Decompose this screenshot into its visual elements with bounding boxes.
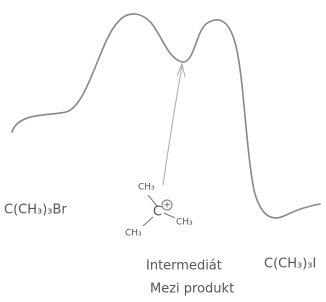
methyl-left: CH₃ — [125, 229, 142, 239]
page: C(CH₃)₃Br C(CH₃)₃I Intermediát Mezi prod… — [0, 0, 326, 302]
product-label: C(CH₃)₃I — [264, 257, 316, 272]
methyl-top: CH₃ — [138, 183, 155, 193]
charge: + — [163, 201, 171, 211]
intermediate-cz-label: Mezi produkt — [150, 282, 234, 297]
carbon: C — [153, 205, 162, 220]
reactant-label: C(CH₃)₃Br — [4, 203, 67, 218]
methyl-right: CH₃ — [176, 218, 193, 228]
intermediate-label: Intermediát — [146, 259, 222, 274]
diagram: C(CH₃)₃Br C(CH₃)₃I Intermediát Mezi prod… — [0, 0, 326, 302]
